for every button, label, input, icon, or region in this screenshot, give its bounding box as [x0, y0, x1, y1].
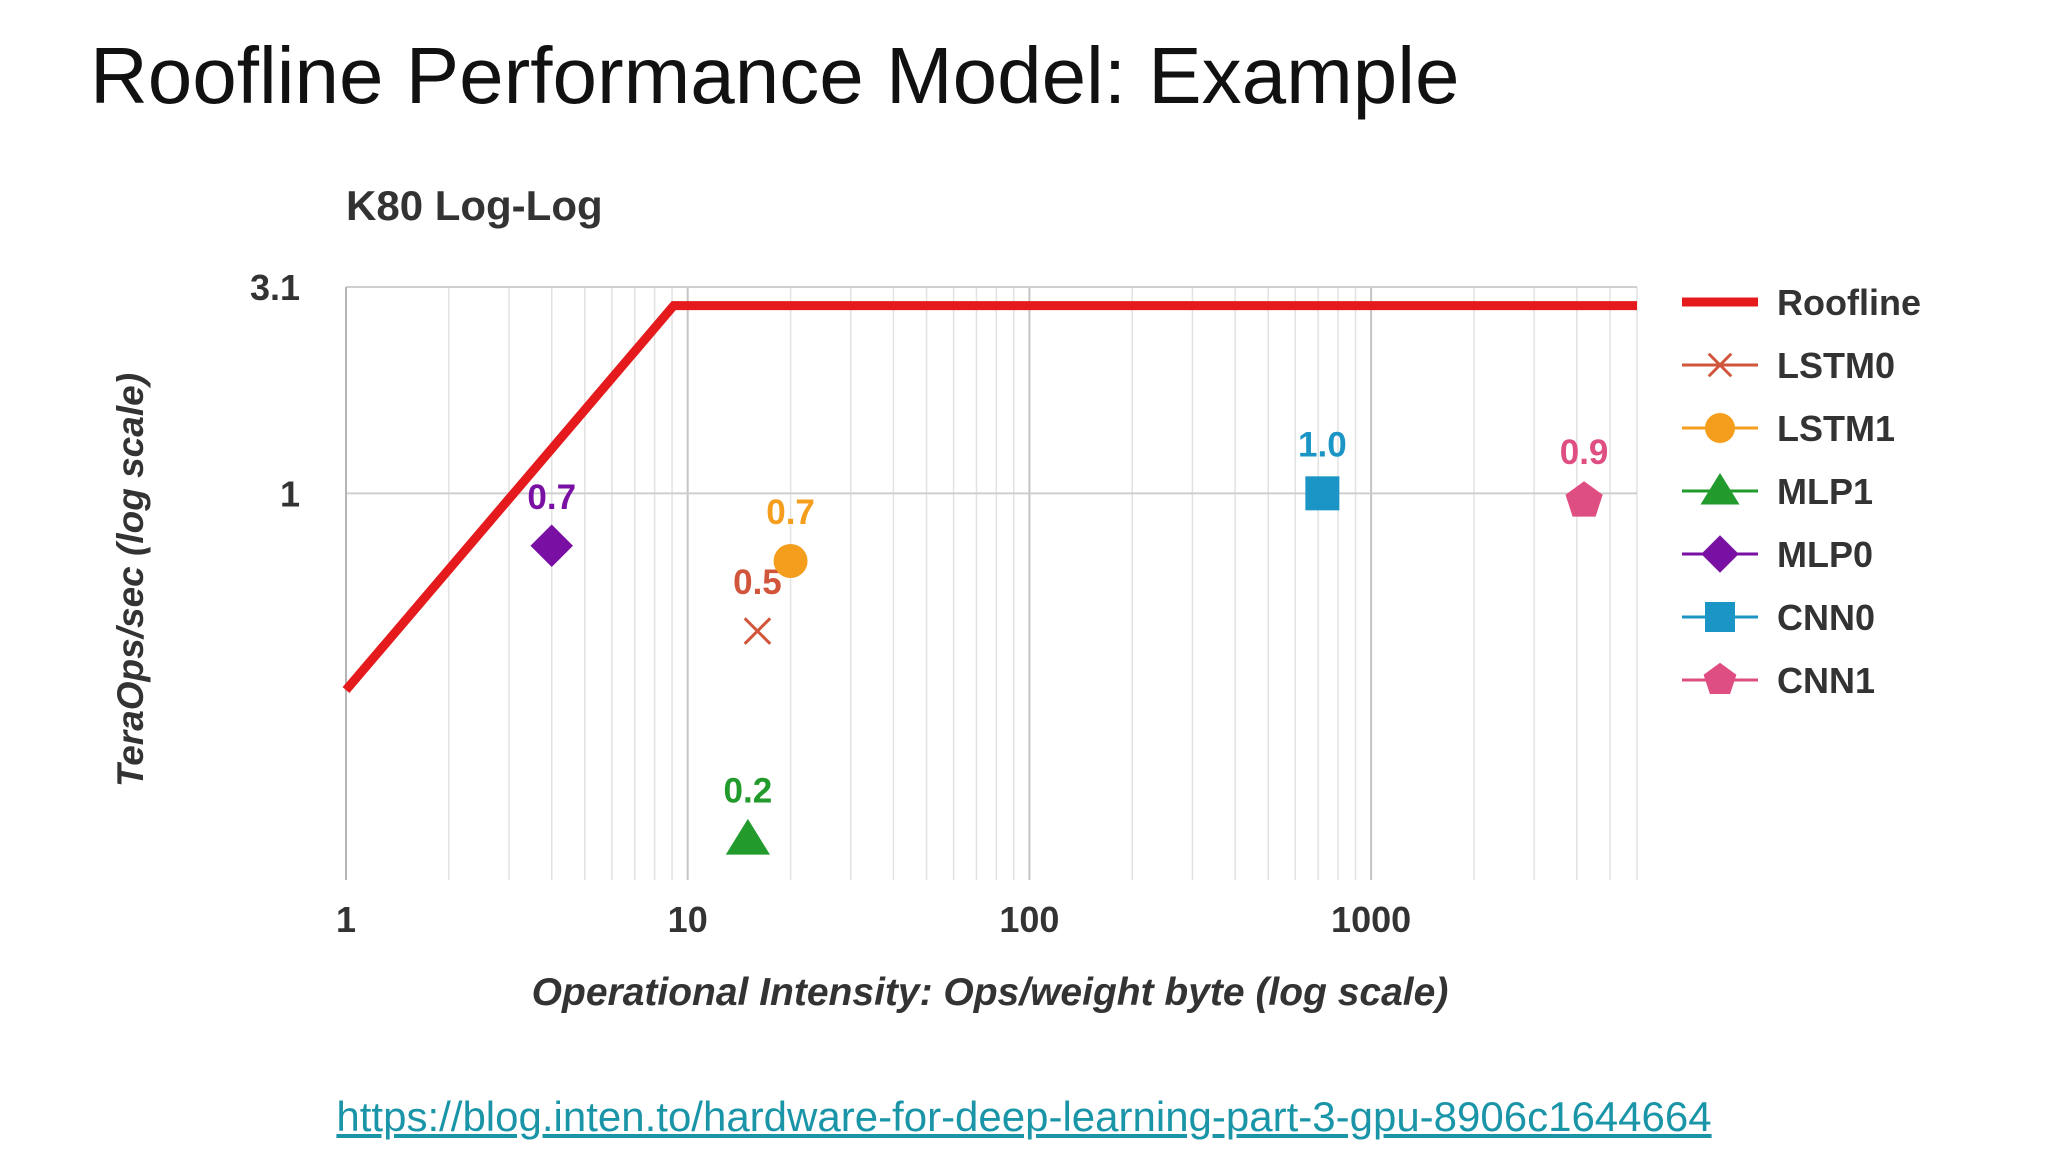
y-axis-label: TeraOps/sec (log scale)	[110, 373, 151, 787]
legend-marker-cnn1	[1703, 662, 1737, 694]
slide-title: Roofline Performance Model: Example	[90, 31, 1460, 120]
legend-label-roofline: Roofline	[1777, 282, 1921, 323]
x-tick-label: 10	[668, 899, 708, 940]
legend-label-cnn0: CNN0	[1777, 597, 1875, 638]
data-label-cnn1: 0.9	[1560, 433, 1609, 472]
data-point-cnn1	[1565, 481, 1603, 517]
legend-marker-lstm1	[1705, 413, 1735, 443]
roofline-line	[342, 301, 1637, 694]
x-axis-label: Operational Intensity: Ops/weight byte (…	[532, 971, 1449, 1014]
legend-marker-mlp0	[1701, 535, 1739, 573]
data-label-mlp1: 0.2	[724, 771, 773, 810]
data-point-mlp1	[725, 818, 770, 855]
legend: Roofline LSTM0 LSTM1 MLP1 MLP0 CNN0 CNN1	[1682, 282, 1921, 701]
legend-label-lstm1: LSTM1	[1777, 408, 1895, 449]
legend-label-mlp1: MLP1	[1777, 471, 1873, 512]
y-tick-label: 1	[280, 473, 300, 514]
source-link[interactable]: https://blog.inten.to/hardware-for-deep-…	[336, 1093, 1712, 1140]
legend-marker-mlp1	[1700, 473, 1740, 505]
tick-labels: 1 10 100 1000 1 3.1	[250, 267, 1411, 940]
grid	[345, 286, 1638, 880]
legend-label-mlp0: MLP0	[1777, 534, 1873, 575]
data-point-cnn0	[1305, 476, 1340, 511]
data-point-mlp0	[530, 524, 573, 568]
x-tick-label: 1	[336, 899, 356, 940]
x-tick-label: 100	[999, 899, 1059, 940]
chart-title: K80 Log-Log	[346, 182, 603, 229]
roofline-layer	[342, 301, 1637, 694]
data-label-lstm1: 0.7	[766, 493, 815, 532]
y-tick-label: 3.1	[250, 267, 300, 308]
data-point-lstm0	[743, 617, 772, 645]
data-label-cnn0: 1.0	[1298, 425, 1347, 464]
legend-label-cnn1: CNN1	[1777, 660, 1875, 701]
points-layer: 0.5 0.7 0.2 0.7 1.0 0.9	[527, 425, 1609, 855]
data-label-mlp0: 0.7	[527, 478, 576, 517]
data-label-lstm0: 0.5	[733, 563, 782, 602]
legend-label-lstm0: LSTM0	[1777, 345, 1895, 386]
legend-marker-lstm0	[1707, 352, 1733, 378]
x-tick-label: 1000	[1331, 899, 1411, 940]
legend-marker-cnn0	[1705, 602, 1735, 632]
data-point-lstm1	[773, 544, 808, 579]
